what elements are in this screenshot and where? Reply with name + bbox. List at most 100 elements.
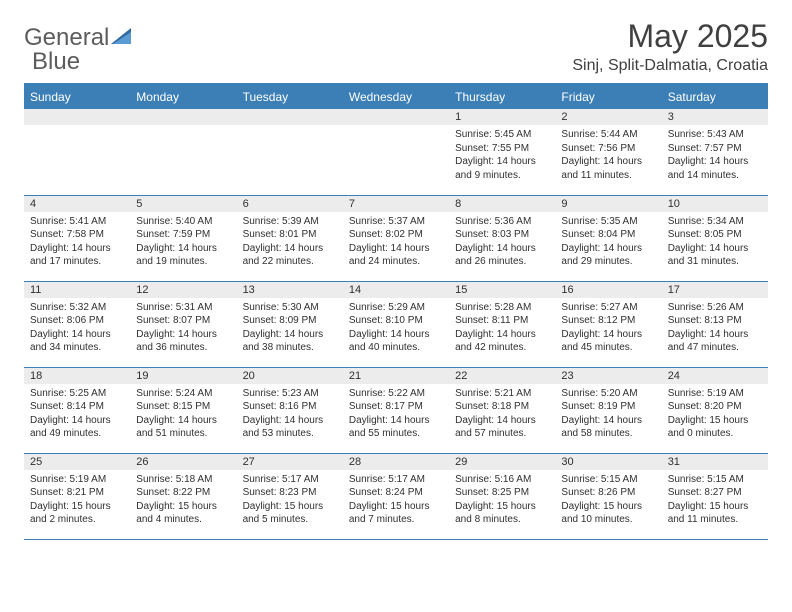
- calendar-day-cell: 2Sunrise: 5:44 AMSunset: 7:56 PMDaylight…: [555, 109, 661, 195]
- day-number: 8: [449, 196, 555, 212]
- month-title: May 2025: [572, 18, 768, 55]
- calendar-week-row: 4Sunrise: 5:41 AMSunset: 7:58 PMDaylight…: [24, 195, 768, 281]
- day-details: Sunrise: 5:18 AMSunset: 8:22 PMDaylight:…: [130, 470, 236, 529]
- day-number: 31: [662, 454, 768, 470]
- day-number: 7: [343, 196, 449, 212]
- location-text: Sinj, Split-Dalmatia, Croatia: [572, 57, 768, 75]
- day-details: Sunrise: 5:24 AMSunset: 8:15 PMDaylight:…: [130, 384, 236, 443]
- day-number: 28: [343, 454, 449, 470]
- calendar-day-cell: 6Sunrise: 5:39 AMSunset: 8:01 PMDaylight…: [237, 195, 343, 281]
- weekday-header: Thursday: [449, 84, 555, 109]
- weekday-header: Saturday: [662, 84, 768, 109]
- calendar-day-cell: 10Sunrise: 5:34 AMSunset: 8:05 PMDayligh…: [662, 195, 768, 281]
- day-number: 3: [662, 109, 768, 125]
- day-number: 4: [24, 196, 130, 212]
- calendar-day-cell: 9Sunrise: 5:35 AMSunset: 8:04 PMDaylight…: [555, 195, 661, 281]
- calendar-day-cell: 31Sunrise: 5:15 AMSunset: 8:27 PMDayligh…: [662, 453, 768, 539]
- weekday-header: Wednesday: [343, 84, 449, 109]
- calendar-day-cell: 1Sunrise: 5:45 AMSunset: 7:55 PMDaylight…: [449, 109, 555, 195]
- day-number: 5: [130, 196, 236, 212]
- day-number: 23: [555, 368, 661, 384]
- day-details: Sunrise: 5:22 AMSunset: 8:17 PMDaylight:…: [343, 384, 449, 443]
- calendar-day-cell: 16Sunrise: 5:27 AMSunset: 8:12 PMDayligh…: [555, 281, 661, 367]
- calendar-day-cell: 8Sunrise: 5:36 AMSunset: 8:03 PMDaylight…: [449, 195, 555, 281]
- calendar-day-cell: 25Sunrise: 5:19 AMSunset: 8:21 PMDayligh…: [24, 453, 130, 539]
- day-number: 25: [24, 454, 130, 470]
- day-details: Sunrise: 5:15 AMSunset: 8:27 PMDaylight:…: [662, 470, 768, 529]
- day-details: Sunrise: 5:19 AMSunset: 8:20 PMDaylight:…: [662, 384, 768, 443]
- day-details: Sunrise: 5:16 AMSunset: 8:25 PMDaylight:…: [449, 470, 555, 529]
- day-number: 29: [449, 454, 555, 470]
- day-details: Sunrise: 5:25 AMSunset: 8:14 PMDaylight:…: [24, 384, 130, 443]
- calendar-day-cell: 20Sunrise: 5:23 AMSunset: 8:16 PMDayligh…: [237, 367, 343, 453]
- calendar-page: General May 2025 Sinj, Split-Dalmatia, C…: [0, 0, 792, 540]
- calendar-day-cell: 26Sunrise: 5:18 AMSunset: 8:22 PMDayligh…: [130, 453, 236, 539]
- day-details: Sunrise: 5:21 AMSunset: 8:18 PMDaylight:…: [449, 384, 555, 443]
- day-number: 10: [662, 196, 768, 212]
- calendar-week-row: 25Sunrise: 5:19 AMSunset: 8:21 PMDayligh…: [24, 453, 768, 539]
- calendar-day-cell: 17Sunrise: 5:26 AMSunset: 8:13 PMDayligh…: [662, 281, 768, 367]
- day-number: 18: [24, 368, 130, 384]
- calendar-day-cell: 23Sunrise: 5:20 AMSunset: 8:19 PMDayligh…: [555, 367, 661, 453]
- calendar-week-row: 18Sunrise: 5:25 AMSunset: 8:14 PMDayligh…: [24, 367, 768, 453]
- day-details: Sunrise: 5:17 AMSunset: 8:24 PMDaylight:…: [343, 470, 449, 529]
- day-details: Sunrise: 5:19 AMSunset: 8:21 PMDaylight:…: [24, 470, 130, 529]
- day-number: 16: [555, 282, 661, 298]
- day-details: Sunrise: 5:35 AMSunset: 8:04 PMDaylight:…: [555, 212, 661, 271]
- day-details: Sunrise: 5:31 AMSunset: 8:07 PMDaylight:…: [130, 298, 236, 357]
- calendar-day-cell: [237, 109, 343, 195]
- calendar-day-cell: 19Sunrise: 5:24 AMSunset: 8:15 PMDayligh…: [130, 367, 236, 453]
- calendar-day-cell: 11Sunrise: 5:32 AMSunset: 8:06 PMDayligh…: [24, 281, 130, 367]
- day-details: Sunrise: 5:17 AMSunset: 8:23 PMDaylight:…: [237, 470, 343, 529]
- day-number: 1: [449, 109, 555, 125]
- day-number: [237, 109, 343, 125]
- calendar-day-cell: 28Sunrise: 5:17 AMSunset: 8:24 PMDayligh…: [343, 453, 449, 539]
- day-details: Sunrise: 5:40 AMSunset: 7:59 PMDaylight:…: [130, 212, 236, 271]
- calendar-day-cell: [343, 109, 449, 195]
- day-number: 9: [555, 196, 661, 212]
- header: General May 2025 Sinj, Split-Dalmatia, C…: [24, 18, 768, 75]
- day-details: Sunrise: 5:29 AMSunset: 8:10 PMDaylight:…: [343, 298, 449, 357]
- calendar-day-cell: 24Sunrise: 5:19 AMSunset: 8:20 PMDayligh…: [662, 367, 768, 453]
- day-number: 27: [237, 454, 343, 470]
- weekday-header: Tuesday: [237, 84, 343, 109]
- day-details: Sunrise: 5:37 AMSunset: 8:02 PMDaylight:…: [343, 212, 449, 271]
- calendar-day-cell: 27Sunrise: 5:17 AMSunset: 8:23 PMDayligh…: [237, 453, 343, 539]
- day-number: [24, 109, 130, 125]
- day-number: 26: [130, 454, 236, 470]
- day-number: 12: [130, 282, 236, 298]
- day-details: Sunrise: 5:20 AMSunset: 8:19 PMDaylight:…: [555, 384, 661, 443]
- day-number: 19: [130, 368, 236, 384]
- calendar-day-cell: 7Sunrise: 5:37 AMSunset: 8:02 PMDaylight…: [343, 195, 449, 281]
- calendar-week-row: 11Sunrise: 5:32 AMSunset: 8:06 PMDayligh…: [24, 281, 768, 367]
- calendar-day-cell: 13Sunrise: 5:30 AMSunset: 8:09 PMDayligh…: [237, 281, 343, 367]
- day-details: Sunrise: 5:30 AMSunset: 8:09 PMDaylight:…: [237, 298, 343, 357]
- title-block: May 2025 Sinj, Split-Dalmatia, Croatia: [572, 18, 768, 75]
- calendar-day-cell: [130, 109, 236, 195]
- calendar-day-cell: 22Sunrise: 5:21 AMSunset: 8:18 PMDayligh…: [449, 367, 555, 453]
- calendar-day-cell: 15Sunrise: 5:28 AMSunset: 8:11 PMDayligh…: [449, 281, 555, 367]
- day-details: Sunrise: 5:23 AMSunset: 8:16 PMDaylight:…: [237, 384, 343, 443]
- calendar-day-cell: 3Sunrise: 5:43 AMSunset: 7:57 PMDaylight…: [662, 109, 768, 195]
- calendar-day-cell: 30Sunrise: 5:15 AMSunset: 8:26 PMDayligh…: [555, 453, 661, 539]
- day-number: 14: [343, 282, 449, 298]
- weekday-header: Sunday: [24, 84, 130, 109]
- calendar-day-cell: 21Sunrise: 5:22 AMSunset: 8:17 PMDayligh…: [343, 367, 449, 453]
- calendar-day-cell: 4Sunrise: 5:41 AMSunset: 7:58 PMDaylight…: [24, 195, 130, 281]
- calendar-week-row: 1Sunrise: 5:45 AMSunset: 7:55 PMDaylight…: [24, 109, 768, 195]
- day-number: 11: [24, 282, 130, 298]
- day-details: Sunrise: 5:26 AMSunset: 8:13 PMDaylight:…: [662, 298, 768, 357]
- day-details: Sunrise: 5:43 AMSunset: 7:57 PMDaylight:…: [662, 125, 768, 184]
- day-number: [130, 109, 236, 125]
- day-number: [343, 109, 449, 125]
- day-number: 13: [237, 282, 343, 298]
- day-details: Sunrise: 5:27 AMSunset: 8:12 PMDaylight:…: [555, 298, 661, 357]
- day-number: 30: [555, 454, 661, 470]
- logo-triangle-icon: [111, 26, 133, 51]
- day-number: 6: [237, 196, 343, 212]
- calendar-day-cell: 5Sunrise: 5:40 AMSunset: 7:59 PMDaylight…: [130, 195, 236, 281]
- day-number: 15: [449, 282, 555, 298]
- day-details: Sunrise: 5:44 AMSunset: 7:56 PMDaylight:…: [555, 125, 661, 184]
- day-number: 24: [662, 368, 768, 384]
- calendar-day-cell: [24, 109, 130, 195]
